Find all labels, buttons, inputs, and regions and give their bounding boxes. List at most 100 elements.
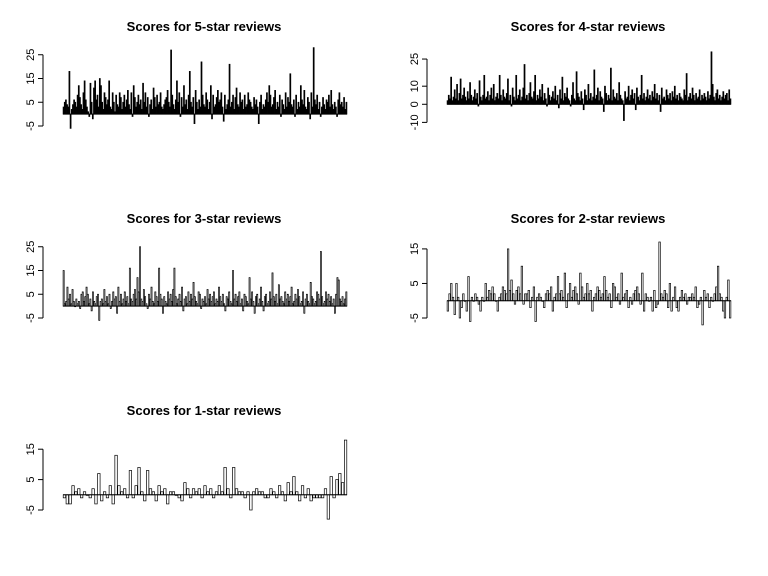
chart-panel-1: Scores for 5-star reviews -5 5 15 25 [25, 19, 348, 131]
bar [234, 488, 239, 496]
bar [591, 300, 594, 312]
bar [286, 293, 289, 307]
bar [278, 485, 282, 496]
bar [450, 76, 453, 105]
bar [137, 291, 140, 307]
bar [544, 98, 547, 105]
chart-title: Scores for 5-star reviews [127, 19, 282, 34]
bar [122, 298, 125, 307]
bar [649, 296, 653, 302]
bar [210, 85, 212, 115]
bar [149, 298, 152, 307]
bar [336, 277, 339, 307]
bar [228, 291, 231, 307]
bar [568, 283, 572, 302]
bar [258, 298, 261, 307]
bar [512, 293, 515, 302]
chart-panel-2: Scores for 4-star reviews -10 0 10 25 [409, 19, 732, 130]
bar [68, 71, 71, 115]
bar [453, 300, 456, 315]
bar [527, 290, 530, 302]
bar [727, 279, 730, 302]
bar [242, 305, 245, 312]
bar [658, 241, 661, 302]
bar [128, 267, 131, 307]
bar [606, 296, 610, 302]
bar [223, 467, 227, 496]
bar [477, 300, 480, 305]
bar [156, 301, 159, 307]
bar [98, 305, 101, 321]
y-tick-label: -5 [25, 121, 37, 131]
bar [202, 301, 205, 307]
bar [66, 286, 69, 307]
bar [661, 296, 665, 302]
y-tick-label: 5 [409, 280, 421, 286]
bar [532, 286, 536, 302]
bar [561, 76, 564, 105]
bar [186, 488, 190, 496]
bar [458, 300, 461, 319]
bar [237, 296, 240, 307]
bar [685, 73, 688, 105]
bar [182, 305, 185, 312]
bar [646, 296, 649, 302]
bar [302, 291, 304, 307]
bar [83, 301, 85, 307]
bar [238, 291, 241, 307]
y-tick-label: 25 [409, 53, 421, 65]
bar [91, 488, 95, 496]
bar [113, 298, 116, 307]
bar [139, 246, 141, 307]
y-tick-label: 5 [25, 291, 37, 297]
bar [729, 300, 732, 319]
chart-panel-3: Scores for 3-star reviews -5 5 15 25 [25, 211, 348, 323]
bar [708, 300, 711, 308]
bar [703, 290, 706, 302]
bar [659, 103, 662, 112]
bar [209, 293, 211, 307]
bar [330, 296, 332, 307]
bar [267, 301, 270, 307]
bar [150, 286, 153, 307]
bar [99, 301, 102, 307]
bar [560, 290, 563, 302]
bar [185, 296, 187, 307]
bar [341, 296, 344, 307]
bar [120, 293, 122, 307]
bar [126, 296, 129, 307]
bar [278, 94, 281, 115]
bar [90, 101, 93, 115]
bar [599, 296, 603, 302]
bar [656, 300, 659, 305]
bar [172, 289, 175, 307]
bar [321, 296, 324, 307]
bar [500, 293, 503, 302]
bar [155, 296, 158, 307]
bar [81, 291, 84, 307]
bar [143, 494, 147, 502]
bar [108, 485, 112, 496]
bar [100, 298, 103, 307]
bar [300, 301, 303, 307]
bar [496, 300, 499, 312]
bar [294, 293, 297, 307]
bar [572, 290, 575, 302]
bar [86, 293, 89, 307]
bar [132, 293, 135, 307]
bar [670, 300, 673, 312]
bar [308, 101, 310, 115]
bar [641, 272, 644, 302]
bar [677, 300, 680, 312]
bar [65, 301, 68, 307]
bar [622, 296, 625, 302]
bar [235, 301, 238, 307]
bar [603, 276, 606, 302]
bar [67, 298, 70, 307]
bar [232, 270, 234, 307]
bar [537, 293, 541, 302]
bar [723, 300, 727, 319]
bar [148, 488, 153, 496]
bar [183, 298, 186, 307]
